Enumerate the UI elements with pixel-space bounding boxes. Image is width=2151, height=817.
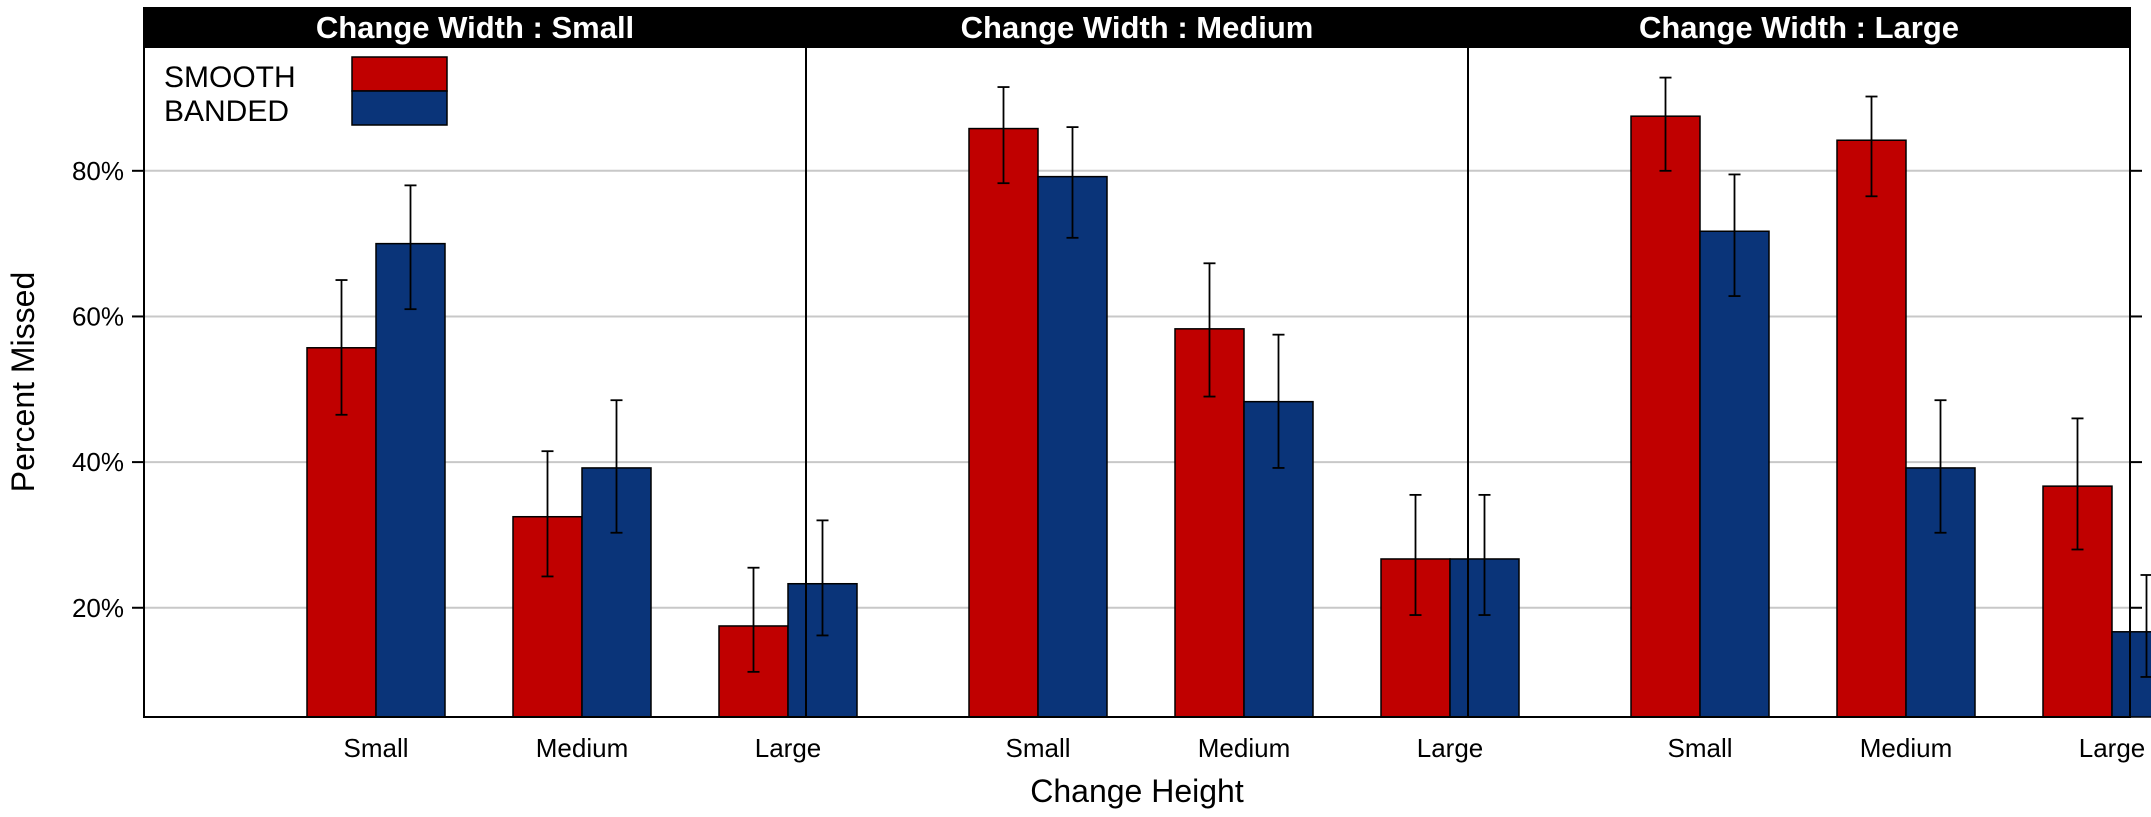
- bar-2-smooth-medium: [1836, 139, 1907, 718]
- panel-border-0: [143, 46, 807, 718]
- legend-swatch-banded: [351, 90, 448, 126]
- y-tick-label-60: 60%: [72, 301, 124, 331]
- bar-1-smooth-small: [968, 127, 1039, 718]
- y-tick-label-80: 80%: [72, 156, 124, 186]
- strip-outline: [143, 7, 2131, 48]
- y-tick-label-40: 40%: [72, 447, 124, 477]
- x-tick-label-2-small: Small: [1667, 733, 1732, 763]
- panel-strip-2: [1468, 8, 2130, 47]
- panel-strip-0: [144, 8, 806, 47]
- panel-title-1: Change Width : Medium: [961, 10, 1314, 45]
- panel-border-2: [1467, 46, 2131, 718]
- x-tick-label-1-large: Large: [1417, 733, 1484, 763]
- x-tick-label-2-medium: Medium: [1860, 733, 1952, 763]
- bar-2-banded-large: [2111, 631, 2151, 718]
- bar-1-banded-small: [1037, 175, 1108, 718]
- x-tick-label-0-medium: Medium: [536, 733, 628, 763]
- panel-title-0: Change Width : Small: [316, 10, 634, 45]
- bar-2-banded-small: [1699, 230, 1770, 718]
- x-tick-label-2-large: Large: [2079, 733, 2146, 763]
- x-tick-label-1-small: Small: [1005, 733, 1070, 763]
- legend-swatch-smooth: [351, 56, 448, 92]
- bar-0-banded-small: [375, 242, 446, 718]
- legend-label-smooth: SMOOTH: [164, 61, 296, 94]
- x-axis-title: Change Height: [1030, 773, 1244, 809]
- panel-border-1: [805, 46, 1469, 718]
- y-axis-title: Percent Missed: [5, 272, 41, 493]
- panel-title-2: Change Width : Large: [1639, 10, 1959, 45]
- legend-label-banded: BANDED: [164, 95, 289, 128]
- panel-strip-1: [806, 8, 1468, 47]
- x-tick-label-0-large: Large: [755, 733, 822, 763]
- y-tick-label-20: 20%: [72, 593, 124, 623]
- x-tick-label-1-medium: Medium: [1198, 733, 1290, 763]
- bar-2-smooth-small: [1630, 115, 1701, 718]
- x-tick-label-0-small: Small: [343, 733, 408, 763]
